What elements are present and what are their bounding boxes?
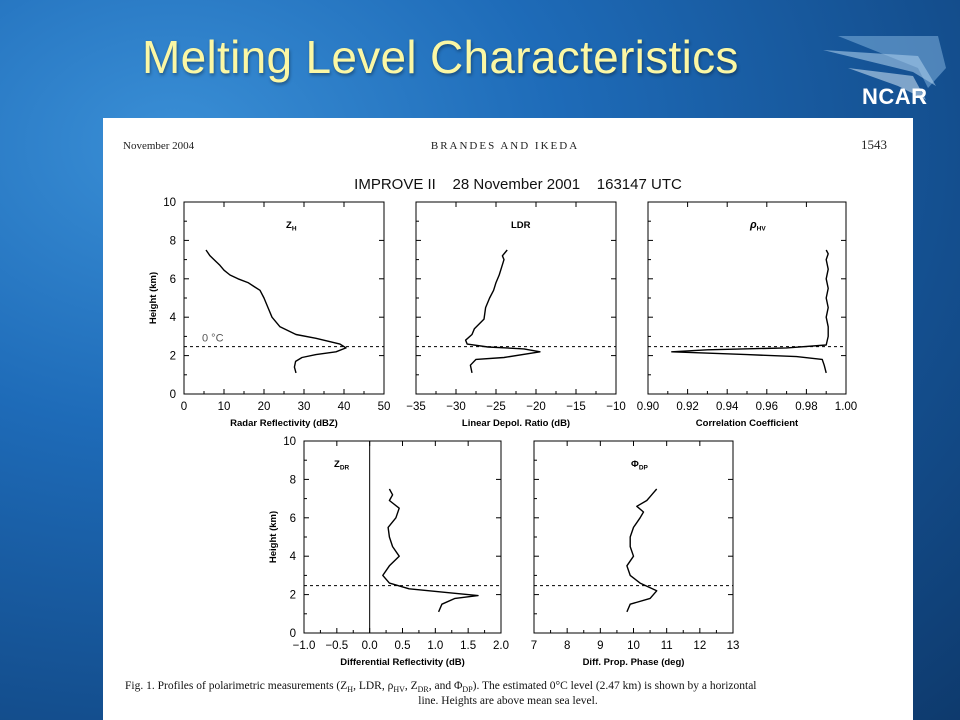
y-axis-label: Height (km) [148,272,159,324]
journal-header-left: November 2004 [123,140,195,152]
journal-header-center: BRANDES AND IKEDA [431,140,579,152]
journal-header-right: 1543 [861,137,887,152]
figure-title: IMPROVE II 28 November 2001 163147 UTC [354,176,682,193]
x-tick-label: 0.90 [637,401,659,413]
x-tick-label: −20 [526,401,546,413]
y-axis-label: Height (km) [268,511,279,563]
panel-label: ZDR [334,459,350,472]
figure-canvas: November 2004 BRANDES AND IKEDA 1543 IMP… [123,137,887,707]
caption-sub-d: DP [462,685,473,694]
profile-line [382,488,479,613]
x-tick-label: −1.0 [293,640,316,652]
x-axis-label: Diff. Prop. Phase (deg) [583,657,685,668]
slide-title: Melting Level Characteristics [142,31,739,83]
x-tick-label: 12 [693,640,706,652]
y-tick-label: 2 [290,590,296,602]
caption-part-c: , Z [405,680,418,692]
ncar-logo-icon [823,36,946,100]
caption-part-b: , LDR, ρ [353,680,394,692]
x-tick-label: −10 [606,401,626,413]
y-tick-label: 0 [290,628,296,640]
x-tick-label: 50 [378,401,391,413]
x-tick-label: 1.5 [460,640,476,652]
x-tick-label: 0.92 [676,401,698,413]
plot-frame [183,201,385,395]
y-tick-label: 4 [290,551,297,563]
x-tick-label: −15 [566,401,586,413]
header-left-text: November 2004 [123,140,195,152]
x-tick-label: 0.94 [716,401,739,413]
panel-label: ΦDP [631,459,649,472]
x-tick-label: −0.5 [325,640,348,652]
caption-line-2-text: line. Heights are above mean sea level. [418,695,598,707]
caption-line-2: line. Heights are above mean sea level. [418,695,598,707]
x-tick-label: 2.0 [493,640,509,652]
y-tick-label: 8 [290,474,296,486]
profile-line [205,249,347,374]
figure-title-text: IMPROVE II 28 November 2001 163147 UTC [354,176,682,193]
x-tick-label: 9 [597,640,603,652]
y-tick-label: 6 [170,274,176,286]
x-tick-label: −25 [486,401,506,413]
panel-label: ρHV [749,219,766,233]
x-axis-label: Differential Reflectivity (dB) [340,657,465,668]
x-tick-label: 0 [181,401,187,413]
panel-label: ZH [286,220,297,233]
x-tick-label: 1.0 [427,640,443,652]
caption-part-e: ). The estimated 0°C level (2.47 km) is … [473,680,757,692]
profile-line [464,249,541,374]
x-tick-label: 10 [627,640,640,652]
caption-sub-b: HV [393,685,405,694]
caption-sub-a: H [347,685,353,694]
x-tick-label: 1.00 [835,401,857,413]
y-tick-label: 0 [170,389,176,401]
caption-part-d: , and Φ [429,680,463,692]
x-tick-label: −30 [446,401,466,413]
y-tick-label: 2 [170,351,176,363]
y-tick-label: 8 [170,235,176,247]
x-axis-label: Correlation Coefficient [696,418,799,429]
x-tick-label: 13 [727,640,740,652]
chart-panel-1: 0 10 20 30 40 50 0 2 4 6 8 10 Radar Reflectivity (dB… [148,197,390,429]
plot-frame [647,201,847,395]
y-tick-label: 6 [290,513,296,525]
x-tick-label: 30 [298,401,311,413]
x-tick-label: 10 [218,401,231,413]
x-tick-label: 0.0 [362,640,378,652]
chart-panel-2: −35 −30 −25 −20 −15 −10 Linear Depol. Ratio (d… [406,201,626,429]
caption-sub-c: DR [418,685,430,694]
profile-line [671,249,829,374]
caption-line-1: Fig. 1. Profiles of polarimetric measure… [125,680,757,694]
x-tick-label: −35 [406,401,426,413]
y-tick-label: 4 [170,312,177,324]
logo-text: NCAR [862,84,928,109]
chart-panel-5: 7 8 9 10 11 12 13 Diff. Prop. Phase (deg) ΦDP [531,440,740,668]
panel-label: LDR [511,220,531,231]
caption-part-a: Fig. 1. Profiles of polarimetric measure… [125,680,347,692]
chart-panel-3: 0.90 0.92 0.94 0.96 0.98 1.00 Correlation Coef… [637,201,857,429]
x-tick-label: 0.96 [756,401,778,413]
x-tick-label: 0.98 [795,401,817,413]
chart-panel-4: −1.0 −0.5 0.0 0.5 1.0 1.5 2.0 0 2 4 6 8 10 Differenti… [268,436,509,668]
x-tick-label: 20 [258,401,271,413]
x-tick-label: 7 [531,640,537,652]
y-tick-label: 10 [283,436,296,448]
x-tick-label: 8 [564,640,570,652]
x-tick-label: 0.5 [395,640,411,652]
paper-figure: November 2004 BRANDES AND IKEDA 1543 IMP… [103,118,913,720]
melting-level-annotation: 0 °C [202,333,224,345]
x-tick-label: 40 [338,401,351,413]
header-center-text: BRANDES AND IKEDA [431,140,579,152]
profile-line [626,488,658,613]
x-axis-label: Radar Reflectivity (dBZ) [230,418,338,429]
x-tick-label: 11 [661,640,673,652]
y-tick-label: 10 [163,197,176,209]
x-axis-label: Linear Depol. Ratio (dB) [462,418,570,429]
header-right-text: 1543 [861,137,887,152]
